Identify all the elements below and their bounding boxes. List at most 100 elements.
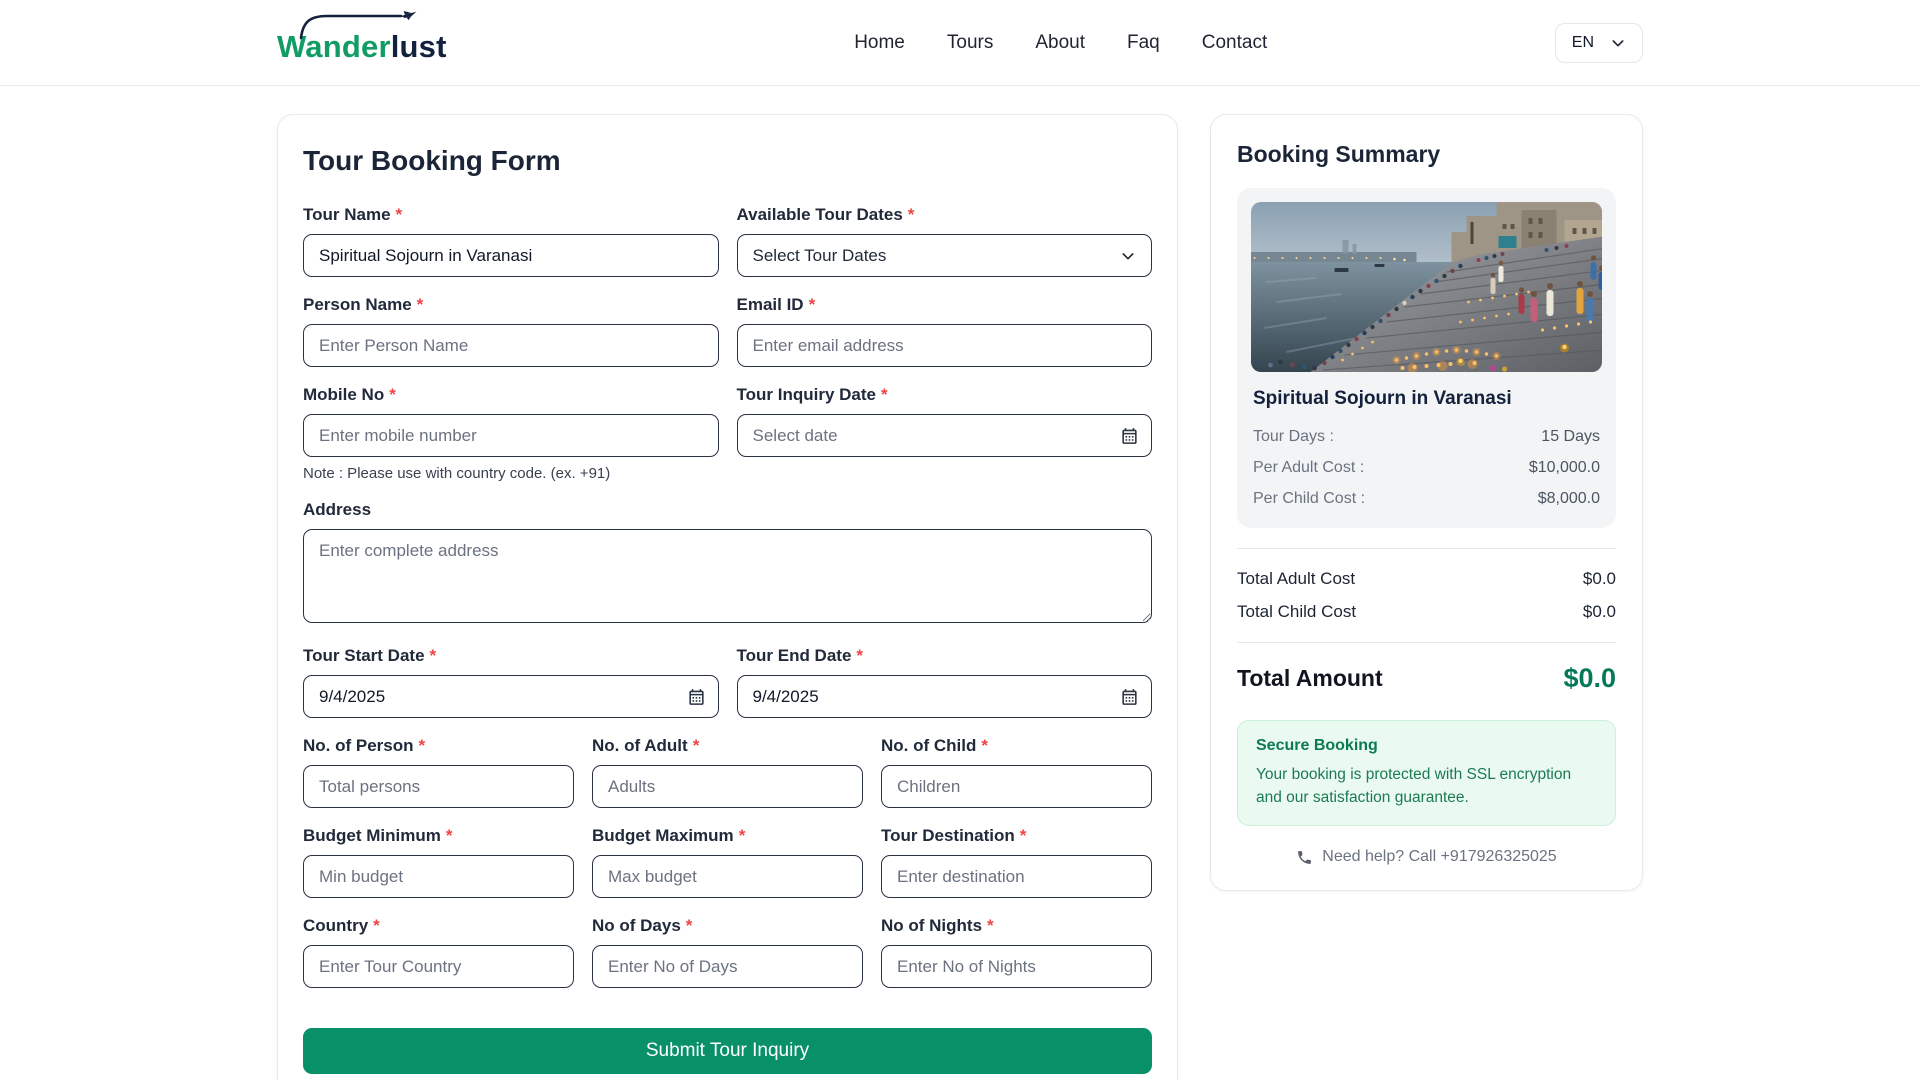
phone-icon: [1298, 850, 1312, 864]
total-child-row: Total Child Cost $0.0: [1237, 602, 1616, 622]
field-no-of-adult: No. of Adult *: [592, 736, 863, 808]
field-no-of-child: No. of Child *: [881, 736, 1152, 808]
help-line: Need help? Call +917926325025: [1237, 848, 1616, 866]
no-of-adult-label: No. of Adult *: [592, 736, 700, 755]
tour-dates-select[interactable]: Select Tour Dates: [736, 234, 1152, 277]
mobile-input[interactable]: [303, 414, 719, 457]
calendar-icon[interactable]: [1120, 687, 1139, 706]
tour-end-date-label: Tour End Date *: [736, 646, 864, 665]
calendar-icon[interactable]: [687, 687, 706, 706]
budget-min-input[interactable]: [303, 855, 574, 898]
divider: [1237, 642, 1616, 644]
tour-days-row: Tour Days : 15 Days: [1251, 422, 1602, 453]
brand-name-primary: Wander: [277, 28, 391, 64]
nav-home[interactable]: Home: [854, 31, 905, 53]
calendar-icon[interactable]: [1120, 426, 1139, 445]
available-tour-dates-label: Available Tour Dates *: [736, 205, 915, 224]
nav-faq[interactable]: Faq: [1127, 31, 1160, 53]
person-name-input[interactable]: [303, 324, 719, 367]
total-adult-value: $0.0: [1582, 569, 1616, 589]
tour-info-box: Spiritual Sojourn in Varanasi Tour Days …: [1237, 188, 1616, 529]
booking-summary-card: Booking Summary: [1210, 114, 1643, 892]
total-child-label: Total Child Cost: [1237, 602, 1357, 622]
adult-cost-row: Per Adult Cost : $10,000.0: [1251, 453, 1602, 484]
country-input[interactable]: [303, 945, 574, 988]
email-input[interactable]: [736, 324, 1152, 367]
tour-dates-select-value: Select Tour Dates: [752, 245, 887, 265]
tour-days-value: 15 Days: [1541, 428, 1600, 445]
field-address: Address: [303, 500, 1152, 628]
plane-swoosh-icon: [299, 10, 417, 39]
tour-inquiry-date-label: Tour Inquiry Date *: [736, 385, 888, 404]
chevron-down-icon: [1122, 252, 1134, 259]
no-of-nights-label: No of Nights *: [881, 916, 994, 935]
adult-cost-value: $10,000.0: [1528, 458, 1600, 476]
no-of-child-label: No. of Child *: [881, 736, 988, 755]
address-label: Address: [303, 500, 372, 519]
tour-days-label: Tour Days :: [1253, 428, 1334, 445]
field-no-of-days: No of Days *: [592, 916, 863, 988]
child-cost-label: Per Child Cost :: [1253, 489, 1366, 507]
nav-about[interactable]: About: [1035, 31, 1085, 53]
end-date-input[interactable]: [736, 675, 1152, 718]
submit-tour-inquiry-button[interactable]: Submit Tour Inquiry: [303, 1028, 1152, 1074]
no-of-person-label: No. of Person *: [303, 736, 426, 755]
total-adult-label: Total Adult Cost: [1237, 569, 1356, 589]
help-text: Need help? Call +917926325025: [1322, 848, 1557, 866]
child-cost-row: Per Child Cost : $8,000.0: [1251, 484, 1602, 515]
field-budget-minimum: Budget Minimum *: [303, 826, 574, 898]
total-child-value: $0.0: [1582, 602, 1616, 622]
field-available-tour-dates: Available Tour Dates * Select Tour Dates: [736, 205, 1152, 277]
field-no-of-person: No. of Person *: [303, 736, 574, 808]
email-id-label: Email ID *: [736, 295, 816, 314]
brand-logo[interactable]: Wanderlust: [277, 10, 447, 65]
no-of-days-input[interactable]: [592, 945, 863, 988]
secure-booking-body: Your booking is protected with SSL encry…: [1256, 766, 1572, 806]
field-email-id: Email ID *: [736, 295, 1152, 367]
field-tour-name: Tour Name *: [303, 205, 719, 277]
child-cost-value: $8,000.0: [1537, 489, 1600, 507]
tour-name-label: Tour Name *: [303, 205, 403, 224]
no-of-person-input[interactable]: [303, 765, 574, 808]
budget-minimum-label: Budget Minimum *: [303, 826, 453, 845]
no-of-adult-input[interactable]: [592, 765, 863, 808]
field-tour-destination: Tour Destination *: [881, 826, 1152, 898]
person-name-label: Person Name *: [303, 295, 424, 314]
no-of-nights-input[interactable]: [881, 945, 1152, 988]
address-textarea[interactable]: [303, 529, 1152, 623]
divider: [1237, 548, 1616, 550]
tour-photo: [1251, 202, 1602, 372]
destination-input[interactable]: [881, 855, 1152, 898]
adult-cost-label: Per Adult Cost :: [1253, 458, 1365, 476]
field-tour-start-date: Tour Start Date *: [303, 646, 719, 718]
language-value: EN: [1571, 33, 1594, 51]
field-person-name: Person Name *: [303, 295, 719, 367]
tour-name-input[interactable]: [303, 234, 719, 277]
field-budget-maximum: Budget Maximum *: [592, 826, 863, 898]
country-label: Country *: [303, 916, 380, 935]
field-mobile-no: Mobile No* Note : Please use with countr…: [303, 385, 719, 482]
chevron-down-icon: [1612, 39, 1624, 46]
start-date-input[interactable]: [303, 675, 719, 718]
field-tour-end-date: Tour End Date *: [736, 646, 1152, 718]
mobile-note: Note : Please use with country code. (ex…: [303, 465, 611, 482]
secure-booking-title: Secure Booking: [1256, 737, 1378, 755]
mobile-no-label: Mobile No *: [303, 385, 396, 404]
tour-start-date-label: Tour Start Date *: [303, 646, 437, 665]
total-adult-row: Total Adult Cost $0.0: [1237, 569, 1616, 589]
brand-name-secondary: lust: [390, 28, 447, 64]
main-nav: Home Tours About Faq Contact: [854, 32, 1267, 54]
total-amount-row: Total Amount $0.0: [1237, 663, 1616, 694]
nav-contact[interactable]: Contact: [1201, 31, 1268, 53]
language-selector[interactable]: EN: [1554, 22, 1643, 63]
total-amount-label: Total Amount: [1237, 665, 1383, 692]
total-amount-value: $0.0: [1563, 663, 1616, 694]
no-of-child-input[interactable]: [881, 765, 1152, 808]
field-no-of-nights: No of Nights *: [881, 916, 1152, 988]
inquiry-date-input[interactable]: [736, 414, 1152, 457]
nav-tours[interactable]: Tours: [946, 31, 994, 53]
budget-max-input[interactable]: [592, 855, 863, 898]
form-title: Tour Booking Form: [303, 145, 561, 176]
secure-booking-box: Secure Booking Your booking is protected…: [1237, 720, 1616, 827]
field-tour-inquiry-date: Tour Inquiry Date *: [736, 385, 1152, 482]
